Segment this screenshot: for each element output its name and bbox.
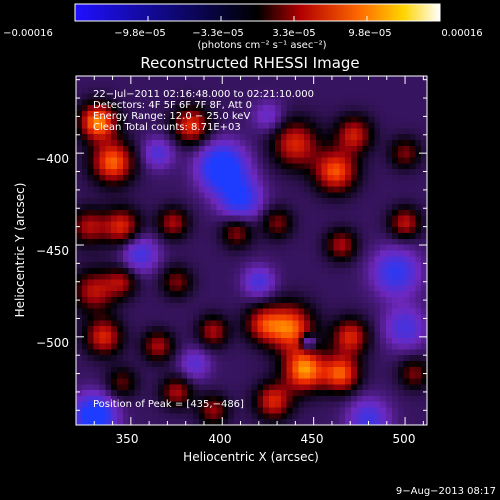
- peak-position-text: Position of Peak = [435,−486]: [93, 399, 244, 410]
- colorbar-tick-label: −0.00016: [3, 28, 53, 39]
- colorbar-tick-label: 3.3e−05: [272, 28, 315, 39]
- info-counts: Clean Total counts: 8.71E+03: [93, 122, 241, 133]
- info-detectors: Detectors: 4F 5F 6F 7F 8F, Att 0: [93, 100, 252, 111]
- colorbar-tick-label: 9.8e−05: [348, 28, 391, 39]
- chart-title: Reconstructed RHESSI Image: [140, 54, 359, 72]
- x-tick-label: 400: [209, 432, 232, 446]
- plot-frame: [75, 75, 428, 426]
- y-tick-label: −500: [36, 336, 69, 350]
- info-block: 22−Jul−2011 02:16:48.000 to 02:21:10.000…: [93, 89, 314, 410]
- heatmap-image: [76, 76, 427, 425]
- colorbar-unit-label: (photons cm⁻² s⁻¹ asec⁻²): [197, 40, 326, 51]
- colorbar-ticks: [74, 16, 441, 21]
- x-tick-label: 350: [116, 432, 139, 446]
- axis-ticks: [76, 76, 427, 425]
- x-axis-label: Heliocentric X (arcsec): [183, 450, 319, 464]
- info-time-range: 22−Jul−2011 02:16:48.000 to 02:21:10.000: [93, 89, 314, 100]
- colorbar-tick-label: 0.00016: [441, 28, 482, 39]
- plot-area: [75, 75, 428, 426]
- colorbar-tick-label: −9.8e−05: [114, 28, 166, 39]
- info-energy-range: Energy Range: 12.0 − 25.0 keV: [93, 111, 250, 122]
- y-tick-label: −400: [36, 152, 69, 166]
- colorbar-scale: [74, 3, 441, 22]
- y-tick-labels: −400 −450 −500: [36, 152, 69, 350]
- y-tick-label: −450: [36, 244, 69, 258]
- colorbar: −0.00016 −9.8e−05 −3.3e−05 3.3e−05 9.8e−…: [3, 3, 483, 51]
- footer-timestamp: 9−Aug−2013 08:17: [396, 486, 496, 497]
- x-tick-labels: 350 400 450 500: [116, 432, 416, 446]
- colorbar-tick-label: −3.3e−05: [192, 28, 244, 39]
- x-tick-label: 500: [393, 432, 416, 446]
- x-tick-label: 450: [301, 432, 324, 446]
- y-axis-label: Heliocentric Y (arcsec): [13, 183, 27, 318]
